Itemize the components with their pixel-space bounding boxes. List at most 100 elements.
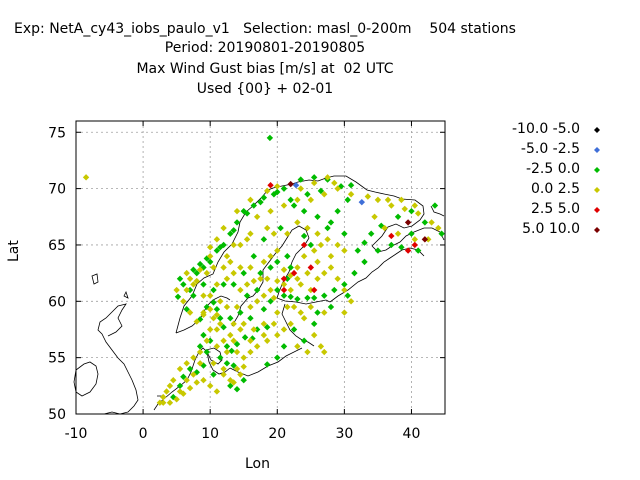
data-point — [180, 298, 187, 305]
data-point — [310, 247, 318, 254]
data-point — [237, 286, 244, 294]
data-point — [314, 275, 321, 282]
data-point — [371, 213, 378, 220]
data-point — [294, 343, 301, 350]
data-point — [421, 219, 429, 226]
y-tick-label: 70 — [48, 182, 66, 198]
data-point — [310, 179, 318, 187]
data-point — [274, 183, 281, 190]
data-point — [267, 207, 274, 215]
title-line-2: Period: 20190801-20190805 — [164, 40, 366, 56]
data-point — [203, 348, 211, 356]
data-point — [411, 202, 419, 209]
data-point — [334, 275, 341, 282]
data-point — [321, 269, 328, 277]
data-point — [264, 224, 271, 232]
data-point — [237, 309, 244, 316]
data-point — [321, 348, 328, 356]
x-tick-label: 40 — [403, 426, 421, 442]
data-point — [210, 360, 217, 367]
plot-frame — [75, 120, 446, 415]
data-point — [240, 363, 247, 370]
data-point — [280, 326, 288, 333]
data-point — [300, 337, 308, 344]
data-point — [317, 241, 325, 249]
data-point — [404, 247, 412, 254]
data-point — [274, 309, 281, 316]
data-point — [334, 241, 341, 249]
data-point — [210, 264, 217, 271]
data-point — [408, 207, 415, 215]
data-point — [253, 213, 261, 220]
y-tick-label: 65 — [48, 238, 66, 254]
data-point — [173, 396, 180, 403]
data-point — [307, 196, 315, 204]
data-point — [190, 266, 197, 273]
data-point — [297, 281, 304, 288]
data-point — [237, 326, 244, 333]
y-tick-label: 75 — [48, 125, 66, 141]
data-point — [388, 241, 395, 249]
data-point — [223, 303, 231, 311]
data-point — [284, 303, 291, 311]
data-point — [297, 176, 304, 183]
data-point — [170, 376, 177, 384]
data-points — [82, 134, 445, 406]
data-point — [257, 198, 264, 206]
title-line-3: Max Wind Gust bias [m/s] at 02 UTC — [136, 61, 394, 77]
legend-label: 5.0 10.0 — [522, 221, 580, 237]
data-point — [358, 198, 366, 206]
data-point — [414, 210, 422, 217]
data-point — [193, 318, 200, 325]
legend-marker — [594, 147, 600, 153]
data-point — [304, 294, 311, 302]
x-tick-label: 0 — [139, 426, 148, 442]
data-point — [297, 185, 304, 192]
data-point — [264, 187, 271, 195]
data-point — [314, 230, 321, 237]
data-point — [304, 348, 311, 356]
data-point — [253, 343, 261, 350]
data-point — [324, 174, 331, 181]
data-point — [270, 191, 278, 198]
data-point — [411, 236, 419, 243]
data-point — [280, 286, 288, 294]
data-point — [347, 298, 355, 305]
data-point — [166, 399, 174, 406]
data-point — [227, 382, 234, 390]
data-point — [341, 247, 348, 254]
data-point — [183, 376, 190, 384]
data-point — [174, 293, 182, 300]
data-point — [408, 230, 415, 237]
data-point — [274, 354, 281, 361]
legend-marker — [594, 227, 600, 233]
data-point — [253, 326, 261, 333]
data-point — [237, 264, 244, 271]
data-point — [82, 174, 90, 181]
data-point — [213, 343, 221, 350]
data-point — [287, 320, 294, 328]
data-point — [237, 371, 244, 378]
legend-label: -10.0 -5.0 — [512, 121, 580, 137]
series-5 — [287, 180, 429, 243]
data-point — [210, 315, 217, 322]
data-point — [206, 244, 214, 251]
data-point — [190, 292, 197, 299]
data-point — [260, 236, 268, 243]
data-point — [240, 269, 247, 277]
data-point — [213, 247, 221, 254]
data-point — [287, 264, 294, 271]
legend-entry: 0.0 2.5 — [470, 181, 620, 201]
data-point — [294, 196, 301, 204]
data-point — [425, 236, 432, 243]
data-point — [331, 286, 338, 294]
y-tick-label: 55 — [48, 351, 66, 367]
data-point — [270, 294, 278, 302]
data-point — [327, 303, 335, 311]
data-point — [344, 292, 351, 299]
data-point — [241, 334, 249, 341]
data-point — [264, 337, 271, 344]
data-point — [196, 260, 204, 268]
data-point — [428, 219, 435, 226]
data-point — [176, 388, 184, 395]
